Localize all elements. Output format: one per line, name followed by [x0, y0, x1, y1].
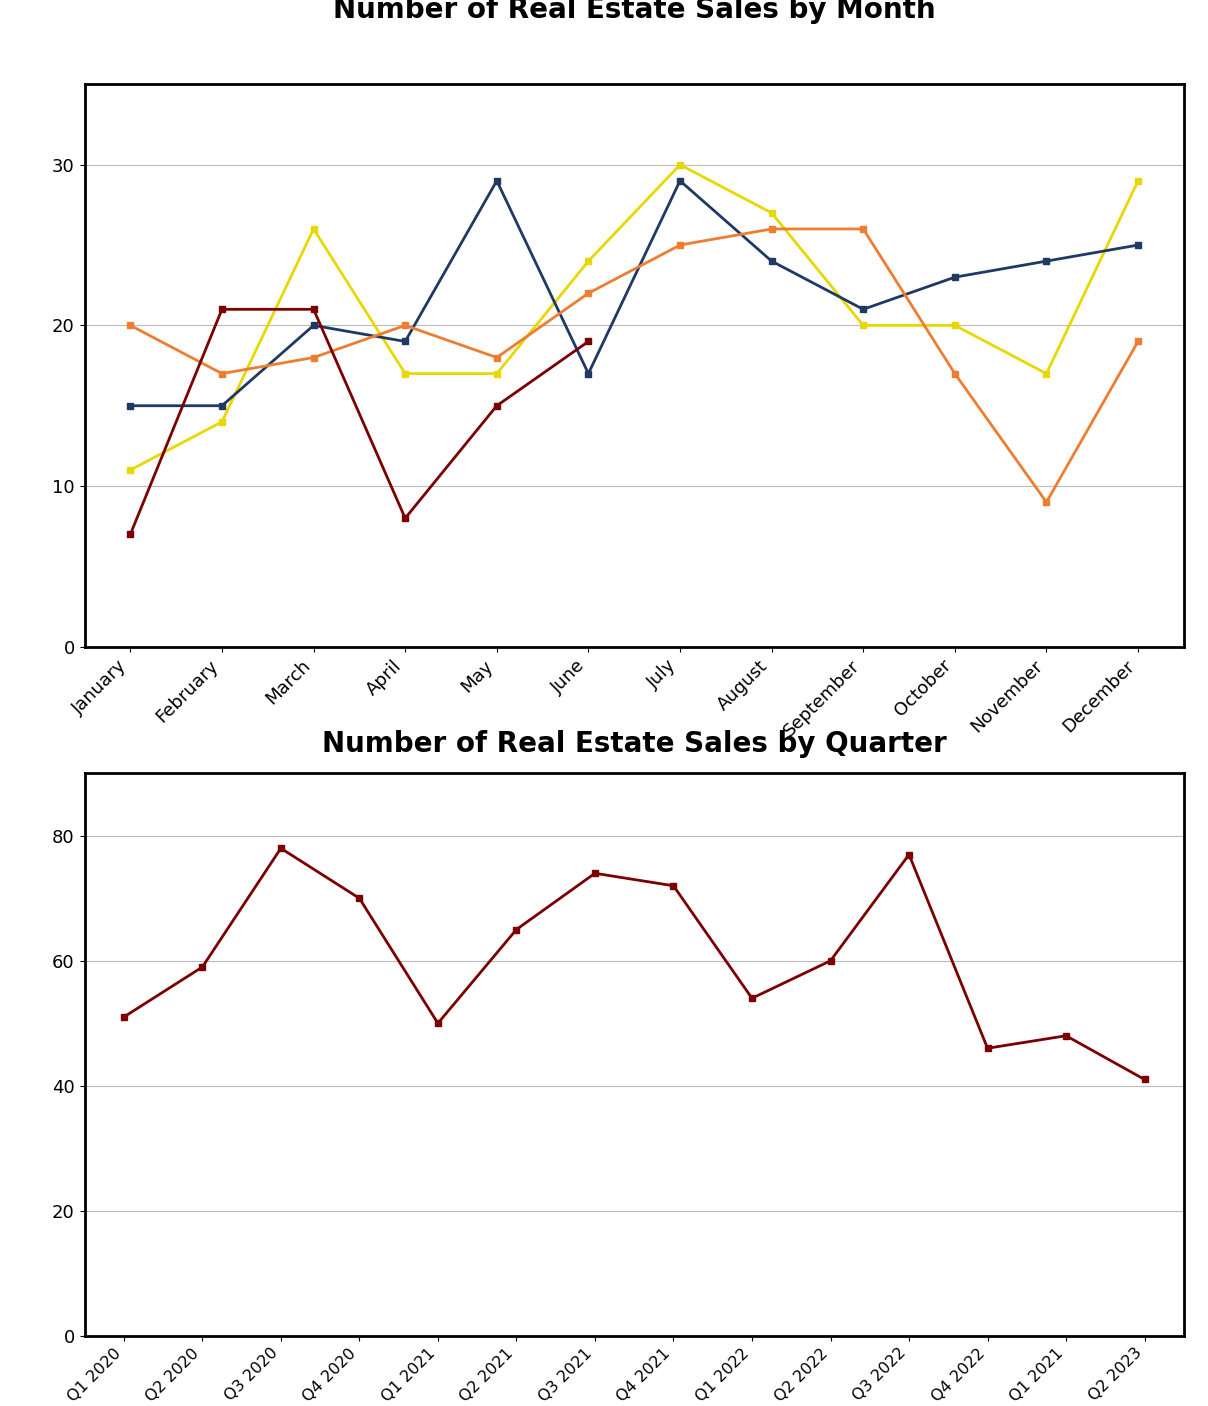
Title: Number of Real Estate Sales by Quarter: Number of Real Estate Sales by Quarter: [321, 731, 947, 758]
2020: [673, 156, 687, 173]
2023: [123, 526, 138, 543]
2021: [765, 253, 779, 270]
2022: [673, 236, 687, 253]
Line: 2022: 2022: [127, 225, 1142, 506]
2021: [123, 398, 138, 415]
2021: [489, 173, 504, 190]
2022: [307, 349, 321, 366]
2022: [489, 349, 504, 366]
2020: [856, 316, 871, 333]
2021: [307, 316, 321, 333]
2020: [581, 253, 596, 270]
2020: [123, 461, 138, 478]
2023: [215, 301, 230, 318]
Line: 2021: 2021: [127, 177, 1142, 409]
2022: [765, 221, 779, 238]
2020: [947, 316, 962, 333]
2022: [215, 366, 230, 382]
2021: [1039, 253, 1053, 270]
2022: [947, 366, 962, 382]
Title: Number of Real Estate Sales by Month: Number of Real Estate Sales by Month: [333, 0, 935, 24]
2021: [856, 301, 871, 318]
2022: [856, 221, 871, 238]
2021: [1131, 236, 1145, 253]
Line: 2020: 2020: [127, 162, 1142, 474]
2021: [581, 366, 596, 382]
2023: [581, 333, 596, 350]
2021: [673, 173, 687, 190]
2023: [307, 301, 321, 318]
2022: [397, 316, 412, 333]
2021: [215, 398, 230, 415]
2020: [397, 366, 412, 382]
2020: [1131, 173, 1145, 190]
2022: [123, 316, 138, 333]
2021: [947, 269, 962, 285]
2023: [489, 398, 504, 415]
2020: [215, 413, 230, 430]
2020: [1039, 366, 1053, 382]
2021: [397, 333, 412, 350]
2020: [489, 366, 504, 382]
2022: [1131, 333, 1145, 350]
2022: [1039, 494, 1053, 510]
2020: [307, 221, 321, 238]
2020: [765, 204, 779, 221]
Line: 2023: 2023: [127, 307, 592, 537]
2023: [397, 510, 412, 527]
2022: [581, 285, 596, 302]
